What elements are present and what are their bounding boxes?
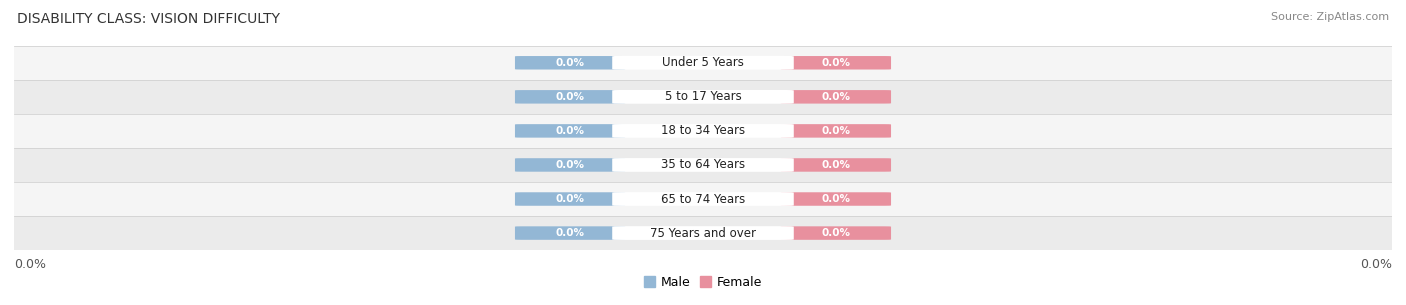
FancyBboxPatch shape <box>612 192 794 206</box>
FancyBboxPatch shape <box>780 56 891 70</box>
Text: 0.0%: 0.0% <box>555 126 585 136</box>
Text: 35 to 64 Years: 35 to 64 Years <box>661 159 745 171</box>
Text: Under 5 Years: Under 5 Years <box>662 56 744 69</box>
Text: 0.0%: 0.0% <box>821 228 851 238</box>
FancyBboxPatch shape <box>780 90 891 104</box>
Text: 0.0%: 0.0% <box>555 160 585 170</box>
Text: 0.0%: 0.0% <box>555 92 585 102</box>
Text: 0.0%: 0.0% <box>14 258 46 271</box>
FancyBboxPatch shape <box>515 90 626 104</box>
FancyBboxPatch shape <box>612 158 794 172</box>
Text: 5 to 17 Years: 5 to 17 Years <box>665 90 741 103</box>
Text: 0.0%: 0.0% <box>821 92 851 102</box>
FancyBboxPatch shape <box>780 158 891 172</box>
FancyBboxPatch shape <box>612 56 794 70</box>
Text: 0.0%: 0.0% <box>821 194 851 204</box>
FancyBboxPatch shape <box>612 124 794 138</box>
Text: 65 to 74 Years: 65 to 74 Years <box>661 192 745 206</box>
Text: 0.0%: 0.0% <box>821 160 851 170</box>
Text: Source: ZipAtlas.com: Source: ZipAtlas.com <box>1271 12 1389 22</box>
Text: 0.0%: 0.0% <box>1360 258 1392 271</box>
Bar <box>14 46 1392 80</box>
Bar <box>14 148 1392 182</box>
FancyBboxPatch shape <box>515 192 626 206</box>
FancyBboxPatch shape <box>780 226 891 240</box>
Text: 75 Years and over: 75 Years and over <box>650 227 756 239</box>
Legend: Male, Female: Male, Female <box>644 276 762 289</box>
Bar <box>14 182 1392 216</box>
Text: DISABILITY CLASS: VISION DIFFICULTY: DISABILITY CLASS: VISION DIFFICULTY <box>17 12 280 26</box>
Text: 18 to 34 Years: 18 to 34 Years <box>661 124 745 137</box>
FancyBboxPatch shape <box>612 90 794 104</box>
Text: 0.0%: 0.0% <box>555 194 585 204</box>
FancyBboxPatch shape <box>780 124 891 138</box>
FancyBboxPatch shape <box>515 56 626 70</box>
FancyBboxPatch shape <box>612 226 794 240</box>
Bar <box>14 80 1392 114</box>
Text: 0.0%: 0.0% <box>555 58 585 68</box>
Text: 0.0%: 0.0% <box>821 58 851 68</box>
FancyBboxPatch shape <box>515 226 626 240</box>
Text: 0.0%: 0.0% <box>821 126 851 136</box>
FancyBboxPatch shape <box>515 158 626 172</box>
Bar <box>14 216 1392 250</box>
FancyBboxPatch shape <box>515 124 626 138</box>
Text: 0.0%: 0.0% <box>555 228 585 238</box>
FancyBboxPatch shape <box>780 192 891 206</box>
Bar <box>14 114 1392 148</box>
